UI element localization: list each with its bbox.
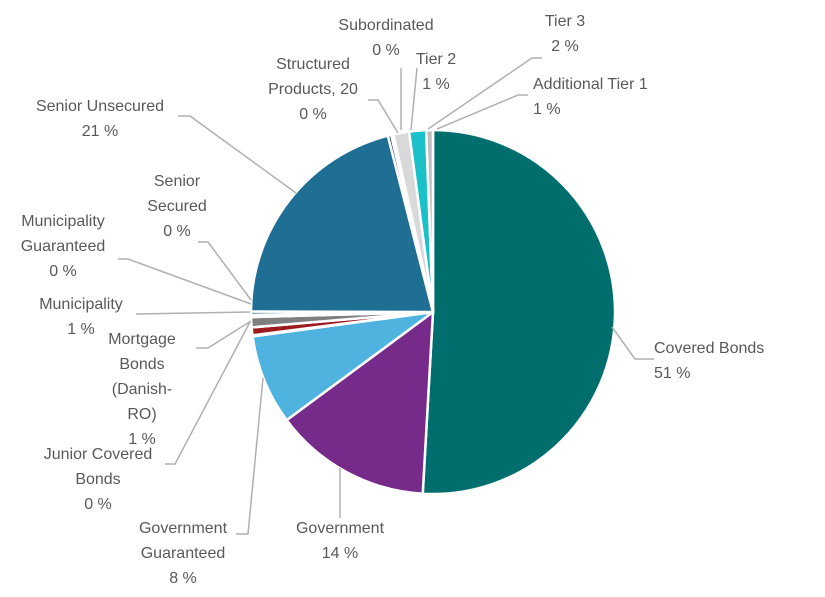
leader-line-tier-3	[427, 57, 542, 130]
pie-slice-senior-unsecured	[249, 134, 435, 314]
data-label-senior-secured: Senior Secured 0 %	[147, 173, 207, 240]
leader-line-senior-secured	[198, 241, 252, 301]
leader-line-junior-covered-bonds	[165, 321, 251, 465]
leader-line-senior-unsecured	[178, 115, 297, 194]
leader-line-municipality	[135, 311, 251, 315]
data-label-covered-bonds: Covered Bonds 51 %	[654, 340, 764, 382]
leader-line-municipality-guaranteed	[118, 258, 252, 305]
leader-line-structured-products-20	[368, 99, 399, 134]
data-label-structured-products-20: Structured Products, 20 0 %	[268, 56, 358, 123]
data-label-mortgage-bonds-danish-ro: Mortgage Bonds (Danish-RO) 1 %	[108, 331, 176, 448]
data-label-municipality-guaranteed: Municipality Guaranteed 0 %	[21, 213, 106, 280]
data-label-senior-unsecured: Senior Unsecured 21 %	[36, 98, 164, 140]
leader-line-mortgage-bonds-danish-ro	[196, 320, 252, 349]
data-label-municipality: Municipality 1 %	[39, 296, 123, 338]
pie-slice-covered-bonds	[421, 128, 617, 496]
data-label-junior-covered-bonds: Junior Covered Bonds 0 %	[44, 446, 153, 513]
leader-line-government-guaranteed	[236, 377, 264, 535]
leader-line-tier-2	[410, 67, 418, 131]
pie-slice-government	[284, 309, 435, 496]
leader-line-additional-tier-1	[436, 94, 528, 130]
pie-slice-government-guaranteed	[251, 310, 434, 422]
data-label-government: Government 14 %	[296, 520, 385, 562]
pie-slice-additional-tier-1	[424, 128, 435, 313]
data-label-subordinated: Subordinated 0 %	[338, 17, 433, 59]
data-label-government-guaranteed: Government Guaranteed 8 %	[139, 520, 228, 587]
leader-line-covered-bonds	[611, 326, 654, 360]
